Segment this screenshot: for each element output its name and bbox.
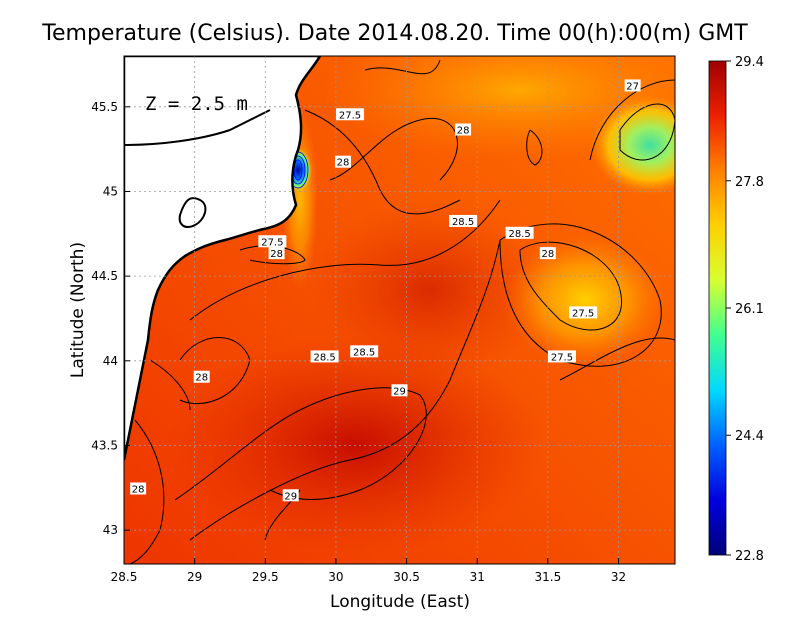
contour-label: 27.5 — [261, 237, 283, 248]
y-tick-label: 45 — [103, 184, 118, 198]
cool-eddy-region — [505, 235, 665, 365]
contour-line — [189, 239, 501, 541]
contour-label: 28.5 — [452, 217, 474, 228]
colorbar-tick-label: 26.1 — [735, 302, 764, 317]
colorbar-tick-label: 29.4 — [735, 55, 764, 70]
estuary-inlet — [124, 109, 271, 146]
contour-line — [304, 109, 461, 215]
contour-label: 28 — [195, 373, 208, 384]
x-tick-label: 28.5 — [111, 570, 138, 584]
land-mass — [124, 56, 322, 461]
contour-label-box — [268, 247, 285, 260]
y-tick-label: 44.5 — [91, 269, 118, 283]
contour-line — [149, 359, 191, 411]
colorbar-ticks: 29.4 27.8 26.1 24.4 22.8 — [726, 55, 764, 564]
x-tick-label: 32 — [611, 570, 626, 584]
colorbar-tick-label: 24.4 — [735, 429, 764, 444]
x-tick-label: 29 — [187, 570, 202, 584]
contour-label-box — [539, 247, 556, 260]
contour-line — [499, 223, 662, 367]
contour-line — [364, 59, 441, 75]
contour-label: 28.5 — [353, 347, 375, 358]
contour-line — [189, 199, 501, 321]
northern-warm-band — [320, 56, 675, 160]
contour-label-box — [334, 155, 351, 168]
contour-label-box — [310, 350, 339, 363]
y-axis-title: Latitude (North) — [68, 242, 88, 378]
x-tick-label: 31 — [470, 570, 485, 584]
contour-label: 27.5 — [572, 308, 594, 319]
x-tick-label: 30.5 — [393, 570, 420, 584]
chart-title: Temperature (Celsius). Date 2014.08.20. … — [41, 21, 748, 46]
colorbar-gradient — [708, 60, 727, 556]
contour-label: 28 — [132, 484, 145, 495]
contour-line — [526, 129, 543, 166]
y-tick-label: 43 — [103, 523, 118, 537]
y-axis-ticks: 43 43.5 44 44.5 45 45.5 — [91, 100, 130, 537]
plot-frame — [123, 55, 676, 565]
contour-label-box — [391, 384, 408, 397]
contour-label: 28 — [337, 158, 350, 169]
contour-label: 29 — [393, 386, 406, 397]
depth-label: Z = 2.5 m — [145, 93, 248, 115]
contour-label-box — [350, 345, 379, 358]
contour-line — [174, 387, 427, 501]
contour-label: 28.5 — [313, 352, 335, 363]
contour-label-box — [258, 235, 287, 248]
contour-label: 29 — [284, 491, 297, 502]
contour-line — [519, 241, 623, 331]
contour-line — [329, 118, 458, 181]
contour-label: 28 — [541, 249, 554, 260]
contour-label-box — [547, 350, 576, 363]
contour-label: 28 — [457, 126, 470, 137]
contour-label-box — [282, 489, 299, 502]
contour-line — [179, 337, 251, 405]
contour-label: 27.5 — [339, 110, 361, 121]
contour-label-box — [624, 79, 641, 92]
contour-line — [559, 337, 675, 381]
colorbar-tick-label: 27.8 — [735, 175, 764, 190]
x-tick-label: 30 — [328, 570, 343, 584]
y-tick-label: 44 — [103, 354, 118, 368]
contour-label: 28.5 — [508, 229, 530, 240]
colorbar: 29.4 27.8 26.1 24.4 22.8 — [708, 55, 764, 564]
cold-upwelling-region — [590, 95, 675, 195]
contour-line — [589, 79, 675, 161]
contour-label-box — [569, 306, 598, 319]
x-axis-ticks: 28.5 29 29.5 30 30.5 31 31.5 32 — [111, 558, 626, 584]
contour-label-box — [130, 482, 147, 495]
x-tick-label: 29.5 — [252, 570, 279, 584]
contour-label: 27 — [626, 81, 639, 92]
y-tick-label: 45.5 — [91, 100, 118, 114]
contour-label-box — [505, 226, 534, 239]
contour-label-box — [193, 370, 210, 383]
x-tick-label: 31.5 — [534, 570, 561, 584]
colorbar-tick-label: 22.8 — [735, 549, 764, 564]
x-axis-title: Longitude (East) — [330, 592, 470, 612]
contour-label-box — [336, 108, 365, 121]
contour-label: 28 — [270, 249, 283, 260]
grid-lines — [124, 56, 675, 564]
y-tick-label: 43.5 — [91, 438, 118, 452]
warm-patch-region — [310, 200, 550, 380]
contour-label-box — [449, 214, 478, 227]
contour-line — [129, 419, 165, 564]
lagoon-outline — [178, 197, 207, 228]
contour-label-box — [455, 123, 472, 136]
contour-label: 27.5 — [551, 352, 573, 363]
warm-core-region — [165, 335, 545, 555]
